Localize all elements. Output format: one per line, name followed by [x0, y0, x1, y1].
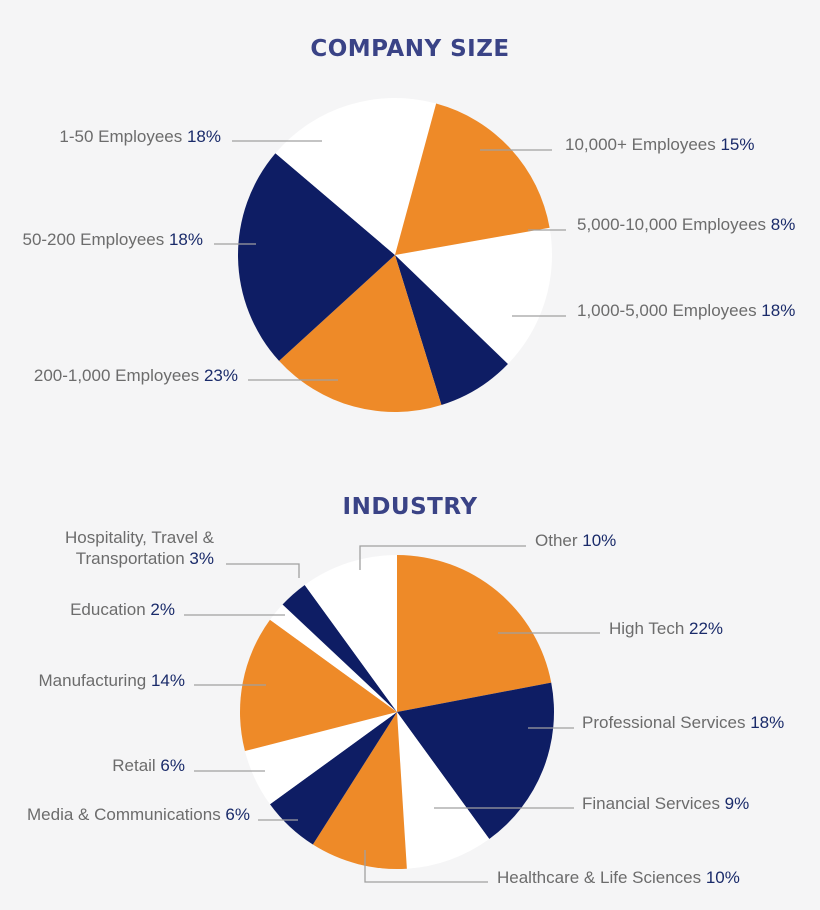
pie-slice-10-000-employees [395, 227, 552, 365]
pie-slice-other [304, 555, 397, 712]
slice-label-hospitality-travel-transportation-line2: Transportation 3% [76, 549, 214, 568]
industry-title: INDUSTRY [342, 494, 478, 520]
pie-slice-1-50-employees [395, 103, 550, 256]
company-size-pie: 10,000+ Employees 15% 5,000-10,000 Employ… [22, 98, 795, 413]
leader-line [364, 850, 488, 883]
slice-label-manufacturing: Manufacturing 14% [39, 671, 185, 690]
company-size-title: COMPANY SIZE [310, 36, 510, 62]
slice-label-1-000-5-000-employees: 1,000-5,000 Employees 18% [577, 301, 795, 320]
pie-slice-media-communications [269, 712, 397, 845]
pie-slice-5-000-10-000-employees [395, 255, 508, 405]
pie-slice-200-1-000-employees [237, 153, 395, 361]
industry-pie: High Tech 22% Professional Services 18% Fi… [27, 528, 784, 887]
pie-slice-manufacturing [239, 619, 397, 752]
leader-line [226, 563, 300, 578]
slice-label-healthcare-life-sciences: Healthcare & Life Sciences 10% [497, 868, 740, 887]
slice-label-50-200-employees: 50-200 Employees 18% [22, 230, 203, 249]
slice-label-financial-services: Financial Services 9% [582, 794, 749, 813]
slice-label-professional-services: Professional Services 18% [582, 713, 784, 732]
slice-label-5-000-10-000-employees: 5,000-10,000 Employees 8% [577, 215, 795, 234]
slice-label-other: Other 10% [535, 531, 616, 550]
slice-label-1-50-employees: 1-50 Employees 18% [59, 127, 221, 146]
pie-slice-financial-services [397, 712, 490, 869]
slice-label-education: Education 2% [70, 600, 175, 619]
pie-slice-50-200-employees [275, 98, 437, 255]
pie-slice-retail [244, 712, 397, 805]
slice-label-high-tech: High Tech 22% [609, 619, 723, 638]
slice-label-media-communications: Media & Communications 6% [27, 805, 250, 824]
slice-label-retail: Retail 6% [112, 756, 185, 775]
slice-label-10-000-employees: 10,000+ Employees 15% [565, 135, 755, 154]
pie-slice-professional-services [397, 682, 555, 840]
slice-label-200-1-000-employees: 200-1,000 Employees 23% [34, 366, 238, 385]
pie-slice-1-000-5-000-employees [279, 255, 442, 413]
pie-slice-hospitality-travel-transportation [282, 584, 397, 712]
slice-label-hospitality-travel-transportation: Hospitality, Travel & [65, 528, 215, 547]
pie-slice-education [269, 604, 397, 712]
leader-line [359, 545, 526, 570]
pie-slice-healthcare-life-sciences [312, 712, 407, 869]
pie-slice-high-tech [397, 555, 552, 712]
